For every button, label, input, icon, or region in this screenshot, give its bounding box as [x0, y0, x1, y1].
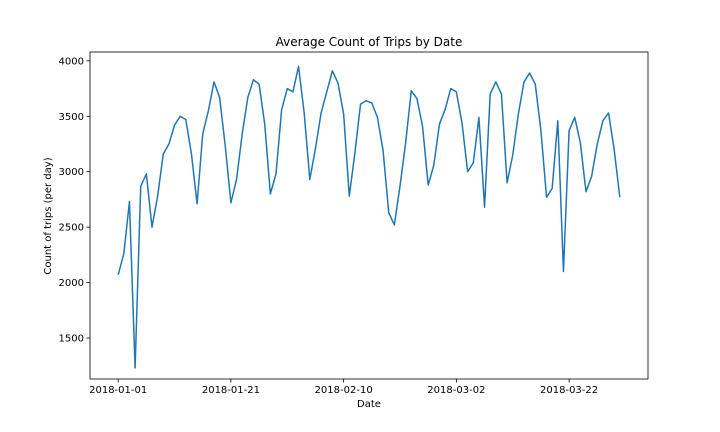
plot-area: [89, 51, 649, 380]
y-axis-label: Count of trips (per day): [43, 157, 54, 274]
y-tick-label: 3500: [59, 112, 84, 123]
y-tick-label: 3000: [59, 167, 84, 178]
series-line-0: [117, 65, 621, 369]
x-axis-ticks: 2018-01-01 2018-01-21 2018-02-10 2018-03-02…: [89, 379, 598, 396]
y-tick-label: 2500: [59, 223, 84, 234]
x-tick-label: 2018-01-01: [89, 385, 147, 396]
plot-frame: [89, 51, 649, 380]
x-axis-label: Date: [357, 399, 381, 410]
x-tick-label: 2018-03-02: [427, 385, 485, 396]
x-tick-label: 2018-03-22: [540, 385, 598, 396]
y-tick-label: 4000: [59, 56, 84, 67]
y-tick-label: 2000: [59, 278, 84, 289]
y-axis-ticks: 1500 2000 2500 3000 3500 4000: [59, 56, 90, 344]
y-tick-label: 1500: [59, 333, 84, 344]
chart-title: Average Count of Trips by Date: [276, 35, 463, 49]
x-tick-label: 2018-01-21: [202, 385, 260, 396]
x-tick-label: 2018-02-10: [315, 385, 373, 396]
